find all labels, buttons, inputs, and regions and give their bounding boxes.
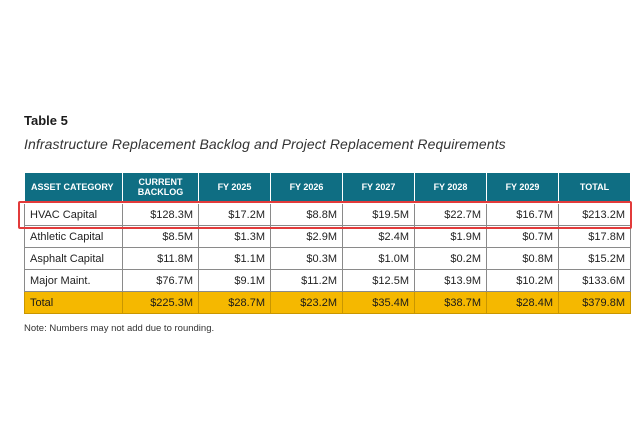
cell-fy-2026: $2.9M <box>270 225 343 248</box>
cell-fy-2029: $16.7M <box>486 203 559 226</box>
cell-asset-category: Total <box>24 291 123 314</box>
cell-fy-2027: $12.5M <box>342 269 415 292</box>
cell-current-backlog: $8.5M <box>122 225 199 248</box>
cell-fy-2025: $1.3M <box>198 225 271 248</box>
cell-fy-2028: $0.2M <box>414 247 487 270</box>
backlog-table: ASSET CATEGORY CURRENT BACKLOG FY 2025 F… <box>24 172 631 314</box>
table-row-major-maint: Major Maint. $76.7M $9.1M $11.2M $12.5M … <box>24 269 631 292</box>
cell-asset-category: Major Maint. <box>24 269 123 292</box>
cell-total: $379.8M <box>558 291 631 314</box>
cell-fy-2028: $13.9M <box>414 269 487 292</box>
cell-fy-2025: $17.2M <box>198 203 271 226</box>
header-asset-category: ASSET CATEGORY <box>24 172 123 204</box>
table-row-total: Total $225.3M $28.7M $23.2M $35.4M $38.7… <box>24 291 631 314</box>
header-current-backlog: CURRENT BACKLOG <box>122 172 199 204</box>
header-fy-2029: FY 2029 <box>486 172 559 204</box>
cell-total: $213.2M <box>558 203 631 226</box>
cell-fy-2026: $23.2M <box>270 291 343 314</box>
cell-fy-2027: $1.0M <box>342 247 415 270</box>
cell-asset-category: Asphalt Capital <box>24 247 123 270</box>
cell-current-backlog: $76.7M <box>122 269 199 292</box>
cell-fy-2027: $19.5M <box>342 203 415 226</box>
cell-current-backlog: $11.8M <box>122 247 199 270</box>
cell-total: $133.6M <box>558 269 631 292</box>
header-fy-2027: FY 2027 <box>342 172 415 204</box>
table-row-athletic-capital: Athletic Capital $8.5M $1.3M $2.9M $2.4M… <box>24 225 631 248</box>
cell-total: $17.8M <box>558 225 631 248</box>
header-row: ASSET CATEGORY CURRENT BACKLOG FY 2025 F… <box>24 172 631 204</box>
cell-asset-category: Athletic Capital <box>24 225 123 248</box>
table-row-asphalt-capital: Asphalt Capital $11.8M $1.1M $0.3M $1.0M… <box>24 247 631 270</box>
header-fy-2026: FY 2026 <box>270 172 343 204</box>
cell-fy-2027: $35.4M <box>342 291 415 314</box>
cell-fy-2026: $11.2M <box>270 269 343 292</box>
cell-fy-2025: $9.1M <box>198 269 271 292</box>
cell-fy-2029: $10.2M <box>486 269 559 292</box>
table-label: Table 5 <box>24 113 68 128</box>
cell-fy-2028: $1.9M <box>414 225 487 248</box>
cell-fy-2026: $0.3M <box>270 247 343 270</box>
cell-fy-2025: $1.1M <box>198 247 271 270</box>
cell-fy-2028: $22.7M <box>414 203 487 226</box>
cell-current-backlog: $225.3M <box>122 291 199 314</box>
table-row-hvac-capital: HVAC Capital $128.3M $17.2M $8.8M $19.5M… <box>24 203 631 226</box>
header-total: TOTAL <box>558 172 631 204</box>
header-fy-2025: FY 2025 <box>198 172 271 204</box>
cell-fy-2026: $8.8M <box>270 203 343 226</box>
header-fy-2028: FY 2028 <box>414 172 487 204</box>
table-caption: Infrastructure Replacement Backlog and P… <box>24 136 506 152</box>
cell-fy-2029: $0.8M <box>486 247 559 270</box>
cell-fy-2025: $28.7M <box>198 291 271 314</box>
cell-current-backlog: $128.3M <box>122 203 199 226</box>
cell-fy-2027: $2.4M <box>342 225 415 248</box>
table-container: ASSET CATEGORY CURRENT BACKLOG FY 2025 F… <box>24 172 631 314</box>
cell-fy-2028: $38.7M <box>414 291 487 314</box>
footnote: Note: Numbers may not add due to roundin… <box>24 323 215 334</box>
cell-total: $15.2M <box>558 247 631 270</box>
cell-fy-2029: $28.4M <box>486 291 559 314</box>
cell-fy-2029: $0.7M <box>486 225 559 248</box>
cell-asset-category: HVAC Capital <box>24 203 123 226</box>
